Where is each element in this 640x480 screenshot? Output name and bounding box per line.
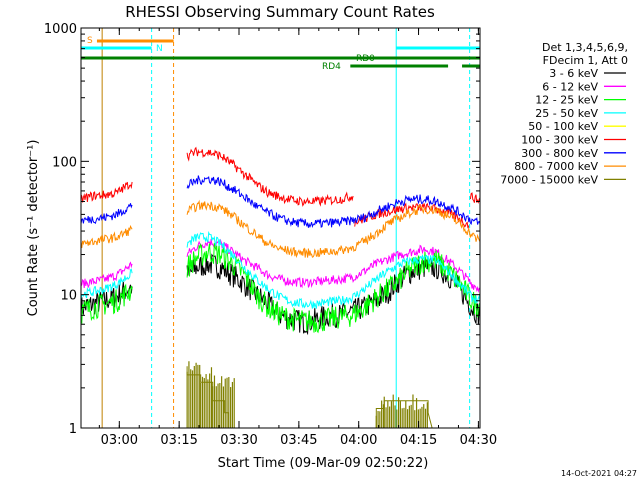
- x-tick-label: 03:15: [160, 433, 197, 448]
- vertical-markers: [101, 28, 471, 428]
- y-tick-label: 1: [69, 422, 77, 437]
- series-line-5-1: [186, 146, 354, 207]
- legend-label-2: 12 - 25 keV: [535, 94, 598, 107]
- series-line-5-3: [469, 192, 481, 204]
- plot-frame: [80, 27, 481, 429]
- series-line-3-1: [186, 230, 481, 309]
- legend-label-5: 100 - 300 keV: [521, 134, 598, 147]
- series-line-3-0: [80, 268, 133, 300]
- legend-label-6: 300 - 800 keV: [521, 147, 598, 160]
- series-line-7-1: [186, 199, 481, 259]
- series-lines: [80, 146, 481, 429]
- legend-label-4: 50 - 100 keV: [528, 120, 598, 133]
- y-tick-label: 10: [60, 289, 77, 304]
- series-line-6-1: [186, 175, 481, 229]
- y-axis-label: Count Rate (s⁻¹ detector⁻¹): [26, 140, 41, 317]
- s-label: S: [87, 36, 93, 46]
- legend-header: FDecim 1, Att 0: [543, 54, 628, 67]
- rd4-label: RD4: [322, 62, 341, 72]
- footer-date: 14-Oct-2021 04:27: [561, 469, 637, 478]
- legend-label-0: 3 - 6 keV: [549, 67, 598, 80]
- legend: Det 1,3,4,5,6,9,FDecim 1, Att 03 - 6 keV…: [500, 41, 628, 186]
- legend-header: Det 1,3,4,5,6,9,: [542, 41, 628, 54]
- y-tick-label: 1000: [44, 22, 77, 37]
- legend-label-3: 25 - 50 keV: [535, 107, 598, 120]
- series-line-7-0: [80, 224, 133, 248]
- x-tick-label: 03:30: [220, 433, 257, 448]
- legend-label-1: 6 - 12 keV: [542, 80, 598, 93]
- chart-title: RHESSI Observing Summary Count Rates: [125, 3, 435, 21]
- n-label: N: [156, 44, 163, 54]
- attenuator-bars: [81, 39, 480, 68]
- series-line-1-0: [80, 261, 133, 289]
- axes: 03:00 03:15 03:30 03:45 04:00 04:15 04:30 1 10 10…: [44, 22, 497, 448]
- series-line-1-1: [186, 238, 481, 294]
- x-tick-label: 03:45: [280, 433, 317, 448]
- series-line-5-0: [80, 181, 133, 203]
- x-tick-label: 04:00: [340, 433, 377, 448]
- x-tick-label: 03:00: [101, 433, 138, 448]
- x-tick-label: 04:30: [460, 433, 497, 448]
- legend-label-8: 7000 - 15000 keV: [500, 173, 598, 186]
- x-axis-label: Start Time (09-Mar-09 02:50:22): [218, 456, 429, 471]
- series-line-2-0: [80, 283, 133, 325]
- x-tick-label: 04:15: [400, 433, 437, 448]
- y-tick-label: 100: [52, 155, 77, 170]
- legend-label-7: 800 - 7000 keV: [514, 160, 598, 173]
- rd0-label: RD0: [356, 54, 375, 64]
- series-line-6-0: [80, 203, 133, 225]
- series-line-2-1: [186, 242, 481, 334]
